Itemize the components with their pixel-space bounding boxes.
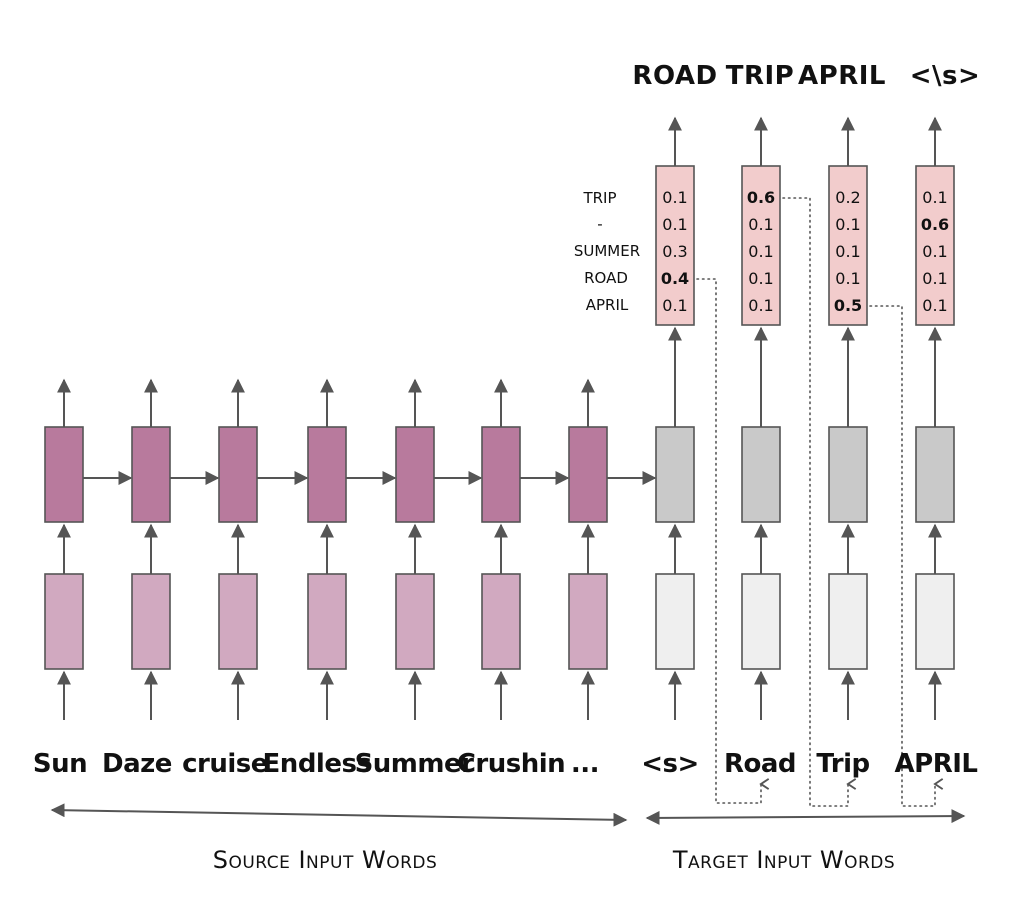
probability-value: 0.4	[661, 269, 689, 288]
softmax-cell	[655, 165, 695, 326]
decoder-state-cell	[915, 426, 955, 523]
decoder-state-cell	[655, 426, 695, 523]
encoder-embedding-cell	[307, 573, 347, 670]
target-input-word: <s>	[641, 749, 699, 779]
encoder-state-cell	[131, 426, 171, 523]
decoder-state-cell	[741, 426, 781, 523]
probability-value: 0.1	[748, 296, 773, 315]
vocabulary-labels: TRIP - SUMMER ROAD APRIL	[574, 189, 640, 314]
probability-value: 0.1	[922, 296, 947, 315]
probability-value: 0.1	[662, 296, 687, 315]
probability-value: 0.1	[748, 215, 773, 234]
vocab-label: -	[597, 215, 602, 233]
target-input-word: Trip	[816, 749, 869, 779]
vocab-label: APRIL	[586, 296, 629, 314]
probability-value: 0.1	[922, 269, 947, 288]
softmax-cell	[915, 165, 955, 326]
decoder-embedding-cell	[655, 573, 695, 670]
vocab-label: ROAD	[584, 269, 628, 287]
feedback-path	[696, 278, 770, 804]
source-word: Daze	[102, 749, 172, 779]
probability-value: 0.1	[835, 242, 860, 261]
encoder-embedding-cell	[218, 573, 258, 670]
target-input-word: APRIL	[895, 749, 978, 779]
source-caption: Source Input Words	[213, 846, 438, 874]
decoder-embedding-cell	[741, 573, 781, 670]
probability-value: 0.3	[662, 242, 687, 261]
source-word: Summer	[355, 749, 475, 779]
output-word: TRIP	[726, 61, 795, 91]
source-span: Source Input Words	[50, 803, 628, 874]
probability-value: 0.1	[835, 215, 860, 234]
softmax-probabilities: 0.1 0.1 0.3 0.4 0.1 0.6 0.1 0.1 0.1 0.1 0.2 0.1 0.1 0…	[661, 188, 949, 315]
probability-value: 0.1	[922, 242, 947, 261]
source-word: Crushin	[457, 749, 565, 779]
output-word: <\s>	[910, 61, 981, 91]
target-span-arrow	[645, 809, 966, 825]
source-span-arrow	[50, 803, 628, 827]
decoder-state-cell	[828, 426, 868, 523]
probability-value: 0.1	[835, 269, 860, 288]
source-word: Endless	[263, 749, 372, 779]
probability-value: 0.1	[748, 269, 773, 288]
probability-value: 0.1	[922, 188, 947, 207]
probability-value: 0.6	[921, 215, 949, 234]
encoder-state-cell	[218, 426, 258, 523]
encoder-embedding-cell	[131, 573, 171, 670]
encoder-embedding-cell	[395, 573, 435, 670]
encoder-state-cell	[395, 426, 435, 523]
encoder-state-cell	[44, 426, 84, 523]
source-word: Sun	[33, 749, 87, 779]
encoder-state-cell	[307, 426, 347, 523]
source-word: cruise	[182, 749, 268, 779]
encoder-state-cell	[481, 426, 521, 523]
output-words: ROAD TRIP APRIL <\s>	[632, 61, 981, 91]
probability-value: 0.1	[662, 188, 687, 207]
encoder-embedding-cell	[568, 573, 608, 670]
target-input-words: <s> Road Trip APRIL	[641, 749, 978, 779]
softmax-cell	[741, 165, 781, 326]
probability-value: 0.2	[835, 188, 860, 207]
target-caption: Target Input Words	[672, 846, 895, 874]
output-word: APRIL	[798, 61, 886, 91]
decoder-embedding-cell	[828, 573, 868, 670]
probability-value: 0.1	[748, 242, 773, 261]
feedback-path	[869, 305, 944, 807]
probability-value: 0.5	[834, 296, 862, 315]
source-words: Sun Daze cruise Endless Summer Crushin .…	[33, 749, 600, 779]
target-input-word: Road	[724, 749, 796, 779]
probability-value: 0.6	[747, 188, 775, 207]
vocab-label: TRIP	[582, 189, 616, 207]
cells-layer	[44, 165, 955, 670]
arrows-layer	[57, 116, 942, 720]
vocab-label: SUMMER	[574, 242, 640, 260]
probability-value: 0.1	[662, 215, 687, 234]
softmax-cell	[828, 165, 868, 326]
encoder-state-cell	[568, 426, 608, 523]
output-word: ROAD	[632, 61, 717, 91]
encoder-embedding-cell	[44, 573, 84, 670]
feedback-path	[782, 197, 857, 807]
decoder-embedding-cell	[915, 573, 955, 670]
encoder-embedding-cell	[481, 573, 521, 670]
target-span: Target Input Words	[645, 809, 966, 874]
source-word: ...	[571, 749, 599, 779]
feedback-paths	[696, 197, 944, 807]
